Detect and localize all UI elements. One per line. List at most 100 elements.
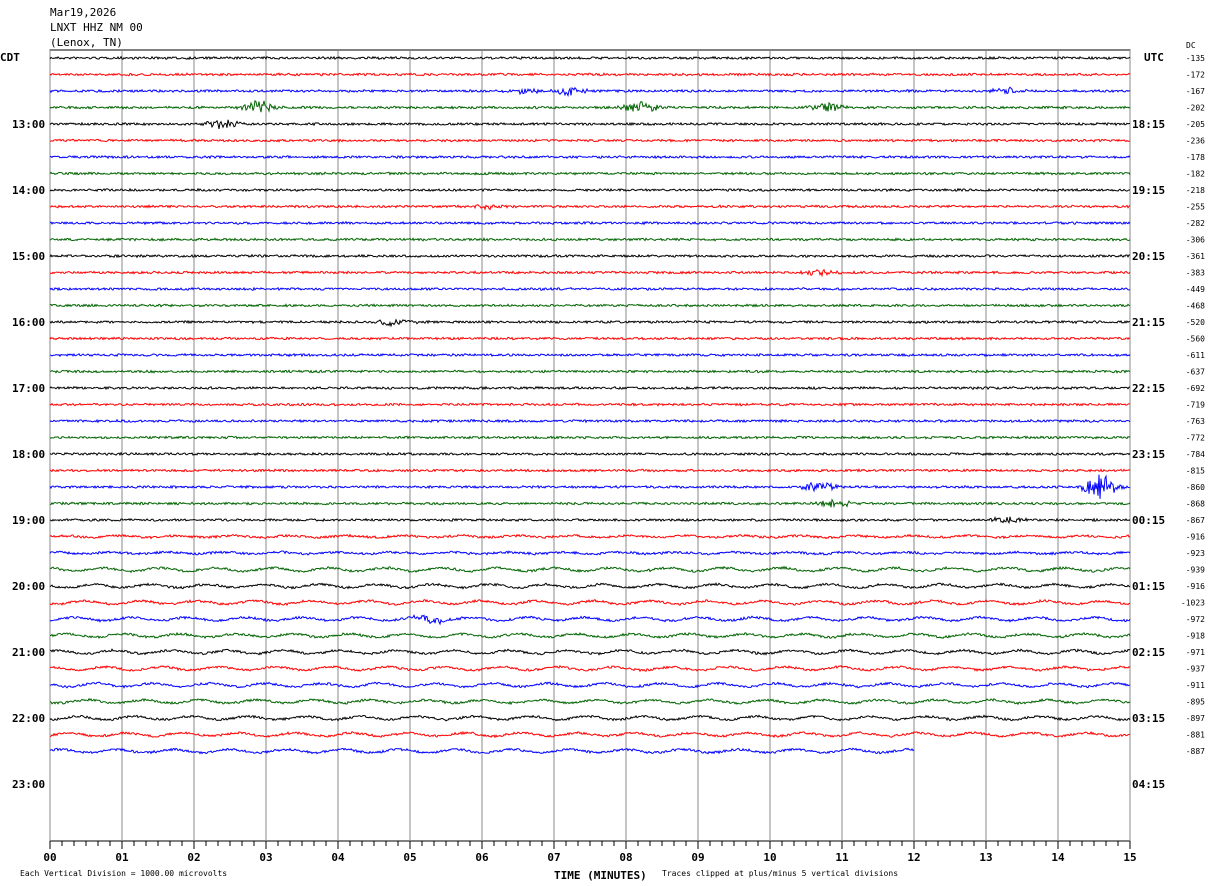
- seismic-trace: [49, 467, 1131, 473]
- clip-note: Traces clipped at plus/minus 5 vertical …: [662, 869, 898, 878]
- seismic-trace: [49, 253, 1131, 259]
- seismic-trace: [49, 714, 1131, 722]
- seismic-trace: [49, 565, 1131, 574]
- dc-offset-label: -637: [1186, 368, 1205, 377]
- seismic-trace: [50, 664, 1131, 673]
- x-tick-label: 04: [331, 851, 345, 864]
- seismic-trace: [49, 72, 1131, 77]
- seismic-trace: [49, 171, 1131, 176]
- seismic-trace: [49, 418, 1131, 424]
- seismic-trace: [49, 614, 1131, 626]
- x-tick-label: 05: [403, 851, 416, 864]
- cdt-hour-label: 17:00: [12, 382, 45, 395]
- vertical-division-note: Each Vertical Division = 1000.00 microvo…: [20, 869, 227, 878]
- cdt-axis-title: CDT: [0, 51, 20, 64]
- seismic-trace: [49, 237, 1131, 242]
- dc-offset-label: -918: [1186, 632, 1205, 641]
- cdt-hour-label: 22:00: [12, 712, 45, 725]
- seismic-trace: [49, 286, 1131, 292]
- dc-offset-label: -897: [1186, 714, 1205, 723]
- x-tick-label: 13: [979, 851, 992, 864]
- dc-offset-label: -972: [1186, 615, 1205, 624]
- x-tick-label: 12: [907, 851, 920, 864]
- x-tick-label: 02: [187, 851, 200, 864]
- dc-offset-label: -916: [1186, 582, 1205, 591]
- x-tick-label: 03: [259, 851, 272, 864]
- dc-offset-label: -939: [1186, 566, 1205, 575]
- seismic-trace: [49, 648, 1131, 656]
- seismic-trace: [49, 385, 1131, 391]
- dc-offset-label: -383: [1186, 269, 1205, 278]
- dc-offset-label: -236: [1186, 137, 1205, 146]
- seismic-trace: [49, 498, 1131, 509]
- seismic-trace: [49, 204, 1131, 211]
- seismic-trace: [49, 435, 1131, 440]
- cdt-hour-label: 21:00: [12, 646, 45, 659]
- dc-offset-label: -692: [1186, 384, 1205, 393]
- dc-offset-label: -719: [1186, 401, 1205, 410]
- cdt-hour-label: 14:00: [12, 184, 45, 197]
- plot-frame: [49, 49, 1131, 842]
- cdt-hour-label: 13:00: [12, 118, 45, 131]
- seismic-trace: [49, 369, 1131, 374]
- cdt-hour-label: 16:00: [12, 316, 45, 329]
- seismic-trace: [49, 747, 915, 755]
- dc-offset-label: -449: [1186, 285, 1205, 294]
- utc-hour-label: 01:15: [1132, 580, 1165, 593]
- x-tick-label: 06: [475, 851, 489, 864]
- seismic-trace: [49, 681, 1131, 689]
- seismic-trace: [49, 598, 1130, 607]
- seismic-traces: [49, 55, 1131, 755]
- x-tick-label: 08: [619, 851, 632, 864]
- dc-offset-label: -887: [1186, 747, 1205, 756]
- utc-hour-label: 21:15: [1132, 316, 1165, 329]
- dc-offset-label: -815: [1186, 467, 1205, 476]
- dc-offset-label: -937: [1186, 665, 1205, 674]
- date-label: Mar19,2026: [50, 6, 116, 19]
- minute-grid: [49, 49, 1131, 849]
- dc-offset-label: -1023: [1181, 599, 1205, 608]
- x-axis-title: TIME (MINUTES): [554, 869, 647, 882]
- dc-offset-label: -772: [1186, 434, 1205, 443]
- utc-hour-label: 23:15: [1132, 448, 1165, 461]
- dc-offset-label: -218: [1186, 186, 1205, 195]
- seismic-trace: [49, 220, 1131, 226]
- seismic-trace: [49, 533, 1131, 540]
- cdt-hour-label: 20:00: [12, 580, 45, 593]
- dc-offset-label: -923: [1186, 549, 1205, 558]
- x-tick-label: 10: [763, 851, 776, 864]
- seismic-trace: [49, 515, 1131, 525]
- seismic-trace: [49, 55, 1131, 61]
- seismic-trace: [49, 697, 1131, 706]
- dc-offset-label: -784: [1186, 450, 1205, 459]
- dc-offset-label: -860: [1186, 483, 1205, 492]
- x-tick-label: 01: [115, 851, 129, 864]
- dc-offset-label: -135: [1186, 54, 1205, 63]
- cdt-hour-label: 23:00: [12, 778, 45, 791]
- dc-offset-label: -867: [1186, 516, 1205, 525]
- dc-offset-label: -255: [1186, 203, 1205, 212]
- dc-offset-label: -895: [1186, 698, 1205, 707]
- dc-offset-label: -361: [1186, 252, 1205, 261]
- utc-hour-label: 00:15: [1132, 514, 1165, 527]
- x-tick-label: 09: [691, 851, 704, 864]
- seismic-trace: [49, 451, 1131, 457]
- x-tick-label: 15: [1123, 851, 1136, 864]
- seismic-trace: [49, 318, 1131, 328]
- dc-offset-label: -763: [1186, 417, 1205, 426]
- dc-offset-label: -611: [1186, 351, 1205, 360]
- x-tick-label: 07: [547, 851, 560, 864]
- dc-offset-label: -916: [1186, 533, 1205, 542]
- dc-title: DC: [1186, 41, 1196, 50]
- utc-hour-label: 19:15: [1132, 184, 1165, 197]
- dc-offset-label: -306: [1186, 236, 1205, 245]
- seismic-trace: [49, 268, 1131, 278]
- seismic-trace: [49, 187, 1131, 193]
- seismic-trace: [49, 99, 1131, 113]
- seismic-trace: [49, 550, 1131, 556]
- utc-axis-title: UTC: [1144, 51, 1164, 64]
- seismic-trace: [49, 154, 1131, 160]
- dc-offset-label: -868: [1186, 500, 1205, 509]
- utc-hour-label: 03:15: [1132, 712, 1165, 725]
